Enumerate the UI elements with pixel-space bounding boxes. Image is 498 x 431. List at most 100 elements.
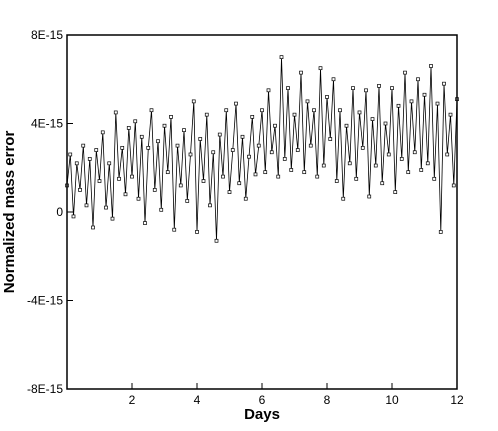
data-point <box>276 174 281 179</box>
data-point <box>74 161 79 166</box>
data-point <box>104 205 108 210</box>
data-point <box>308 143 313 148</box>
data-point <box>247 154 251 159</box>
data-point <box>377 84 381 88</box>
data-point <box>214 238 219 243</box>
y-tick-label: 0 <box>56 205 63 219</box>
data-point <box>373 163 378 168</box>
data-point <box>390 86 394 90</box>
data-point <box>198 137 203 141</box>
data-point <box>224 108 229 113</box>
data-point <box>191 99 196 104</box>
data-point <box>289 168 294 172</box>
data-point <box>143 221 147 225</box>
data-point <box>139 134 144 139</box>
data-point <box>169 115 173 119</box>
data-point <box>399 157 404 161</box>
data-point <box>211 150 216 155</box>
data-point <box>107 161 112 166</box>
plot-frame <box>66 34 458 390</box>
data-point <box>269 150 274 155</box>
data-point <box>126 126 131 130</box>
data-point <box>133 119 138 124</box>
data-point <box>253 172 258 177</box>
data-point <box>364 88 368 93</box>
data-point <box>409 99 414 104</box>
data-point <box>100 130 105 135</box>
y-tick-label: 8E-15 <box>31 28 63 42</box>
x-tick-label: 4 <box>194 393 201 407</box>
data-point <box>201 179 206 183</box>
data-point <box>68 152 73 157</box>
data-point <box>117 176 121 181</box>
data-point <box>305 99 310 104</box>
data-point <box>416 77 420 82</box>
y-axis-title: Normalized mass error <box>1 131 18 294</box>
y-tick-label: -8E-15 <box>27 382 63 396</box>
data-point <box>321 163 326 168</box>
data-point <box>217 132 222 137</box>
data-point <box>256 143 261 148</box>
data-point <box>282 157 287 161</box>
data-point <box>448 112 453 117</box>
data-point <box>380 181 385 186</box>
data-point <box>146 145 151 150</box>
data-point <box>87 157 92 161</box>
data-point <box>425 161 430 166</box>
data-point <box>347 161 352 166</box>
data-point <box>230 148 235 152</box>
data-point <box>357 110 362 115</box>
data-point <box>445 152 450 157</box>
data-point <box>299 70 303 75</box>
data-point <box>360 145 365 150</box>
data-point <box>435 101 440 106</box>
data-point <box>406 170 411 175</box>
data-point <box>71 214 76 219</box>
data-point <box>318 66 323 71</box>
data-point <box>240 134 245 139</box>
data-point <box>295 148 300 152</box>
data-point <box>94 148 99 152</box>
data-point <box>383 121 388 126</box>
data-point <box>156 139 160 144</box>
data-point <box>136 196 141 201</box>
data-point <box>396 103 401 108</box>
data-point <box>341 196 346 201</box>
data-point <box>149 108 154 113</box>
data-point <box>188 152 193 157</box>
data-point <box>325 95 329 99</box>
data-point <box>130 174 134 179</box>
data-point <box>432 176 437 181</box>
x-tick-label: 10 <box>385 393 399 407</box>
data-point <box>422 92 427 97</box>
series-layer <box>65 55 459 243</box>
data-point <box>260 108 264 113</box>
x-tick-label: 6 <box>259 393 266 407</box>
data-point <box>338 108 342 113</box>
data-point <box>403 70 407 75</box>
x-tick-label: 2 <box>129 393 136 407</box>
data-point <box>227 190 232 194</box>
data-point <box>243 196 248 201</box>
data-point <box>84 203 89 208</box>
data-point <box>165 170 170 175</box>
data-point <box>273 123 277 128</box>
data-point <box>354 176 359 181</box>
x-tick-label: 12 <box>450 393 464 407</box>
data-point <box>331 77 336 82</box>
data-point <box>328 137 333 141</box>
data-point <box>302 170 307 175</box>
data-point <box>344 123 349 128</box>
data-point <box>120 145 125 150</box>
data-point <box>351 86 355 90</box>
data-point <box>266 88 271 93</box>
ticks-layer: 2 4 6 8 10 12 -8E-15 -4E-15 0 4E-15 8E-15 <box>27 28 464 407</box>
data-point <box>438 230 443 234</box>
data-point <box>113 110 118 115</box>
data-point <box>110 216 115 221</box>
x-tick-label: 8 <box>324 393 331 407</box>
data-point <box>91 225 95 230</box>
data-point <box>412 150 417 155</box>
data-point <box>312 108 316 113</box>
